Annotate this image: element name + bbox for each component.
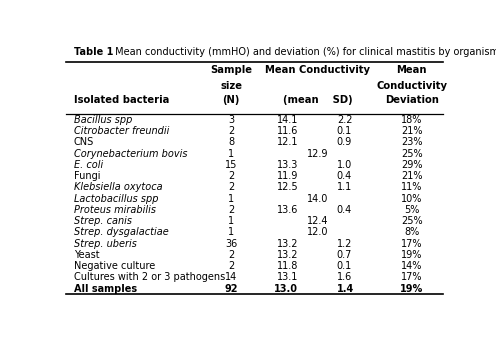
Text: 2: 2 [228,182,234,192]
Text: 13.6: 13.6 [277,205,299,215]
Text: 0.9: 0.9 [337,137,352,148]
Text: 14.0: 14.0 [307,194,328,204]
Text: (mean    SD): (mean SD) [283,95,353,105]
Text: 12.1: 12.1 [277,137,299,148]
Text: Yeast: Yeast [73,250,99,260]
Text: 5%: 5% [404,205,420,215]
Text: 14: 14 [225,272,237,282]
Text: 8%: 8% [404,227,420,237]
Text: 2: 2 [228,205,234,215]
Text: 1: 1 [228,149,234,159]
Text: 11.6: 11.6 [277,126,299,136]
Text: 21%: 21% [401,126,423,136]
Text: 0.4: 0.4 [337,205,352,215]
Text: 92: 92 [224,284,238,294]
Text: Mean: Mean [397,65,427,74]
Text: 29%: 29% [401,160,423,170]
Text: 25%: 25% [401,216,423,226]
Text: E. coli: E. coli [73,160,103,170]
Text: CNS: CNS [73,137,94,148]
Text: 23%: 23% [401,137,423,148]
Text: 15: 15 [225,160,237,170]
Text: 12.0: 12.0 [307,227,328,237]
Text: 1: 1 [228,216,234,226]
Text: 13.0: 13.0 [274,284,299,294]
Text: 36: 36 [225,239,237,249]
Text: 2.2: 2.2 [337,115,352,125]
Text: Strep. dysgalactiae: Strep. dysgalactiae [73,227,168,237]
Text: Deviation: Deviation [385,95,439,105]
Text: Klebsiella oxytoca: Klebsiella oxytoca [73,182,162,192]
Text: 2: 2 [228,126,234,136]
Text: 2: 2 [228,171,234,181]
Text: 10%: 10% [401,194,423,204]
Text: 13.2: 13.2 [277,250,299,260]
Text: 18%: 18% [401,115,423,125]
Text: 0.4: 0.4 [337,171,352,181]
Text: Strep. uberis: Strep. uberis [73,239,136,249]
Text: 1.0: 1.0 [337,160,352,170]
Text: (N): (N) [222,95,240,105]
Text: 14%: 14% [401,261,423,271]
Text: Strep. canis: Strep. canis [73,216,131,226]
Text: 2: 2 [228,250,234,260]
Text: 0.1: 0.1 [337,261,352,271]
Text: 2: 2 [228,261,234,271]
Text: Negative culture: Negative culture [73,261,155,271]
Text: 13.2: 13.2 [277,239,299,249]
Text: . Mean conductivity (mmHO) and deviation (%) for clinical mastitis by organism: . Mean conductivity (mmHO) and deviation… [109,47,496,57]
Text: Conductivity: Conductivity [376,81,447,91]
Text: 11.9: 11.9 [277,171,299,181]
Text: 17%: 17% [401,239,423,249]
Text: 3: 3 [228,115,234,125]
Text: 1: 1 [228,227,234,237]
Text: 0.1: 0.1 [337,126,352,136]
Text: 14.1: 14.1 [277,115,299,125]
Text: 11%: 11% [401,182,423,192]
Text: Proteus mirabilis: Proteus mirabilis [73,205,156,215]
Text: size: size [220,81,242,91]
Text: 19%: 19% [401,250,423,260]
Text: Citrobacter freundii: Citrobacter freundii [73,126,169,136]
Text: 1.4: 1.4 [337,284,354,294]
Text: Corynebacterium bovis: Corynebacterium bovis [73,149,187,159]
Text: Lactobacillus spp: Lactobacillus spp [73,194,158,204]
Text: Table 1: Table 1 [73,47,113,57]
Text: Cultures with 2 or 3 pathogens: Cultures with 2 or 3 pathogens [73,272,225,282]
Text: 0.7: 0.7 [337,250,352,260]
Text: 25%: 25% [401,149,423,159]
Text: 11.8: 11.8 [277,261,299,271]
Text: 21%: 21% [401,171,423,181]
Text: 1.6: 1.6 [337,272,352,282]
Text: 19%: 19% [400,284,424,294]
Text: 13.3: 13.3 [277,160,299,170]
Text: 8: 8 [228,137,234,148]
Text: Isolated bacteria: Isolated bacteria [73,95,169,105]
Text: Bacillus spp: Bacillus spp [73,115,132,125]
Text: 1: 1 [228,194,234,204]
Text: Mean Conductivity: Mean Conductivity [265,65,370,74]
Text: 17%: 17% [401,272,423,282]
Text: 12.9: 12.9 [307,149,328,159]
Text: Sample: Sample [210,65,252,74]
Text: All samples: All samples [73,284,137,294]
Text: 1.1: 1.1 [337,182,352,192]
Text: 13.1: 13.1 [277,272,299,282]
Text: 1.2: 1.2 [337,239,352,249]
Text: Fungi: Fungi [73,171,100,181]
Text: 12.4: 12.4 [307,216,328,226]
Text: 12.5: 12.5 [277,182,299,192]
